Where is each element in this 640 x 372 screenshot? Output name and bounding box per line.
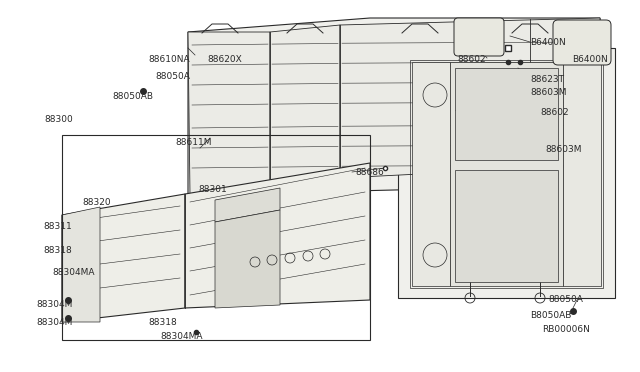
Text: 88603M: 88603M [545,145,582,154]
Text: 88603M: 88603M [530,88,566,97]
Text: 88602: 88602 [540,108,568,117]
Text: 88050A: 88050A [548,295,583,304]
Text: 88311: 88311 [43,222,72,231]
Polygon shape [450,62,563,286]
Text: 88050A: 88050A [155,72,190,81]
Polygon shape [563,62,601,286]
Text: 88318: 88318 [148,318,177,327]
Polygon shape [215,210,280,308]
Text: 88623T: 88623T [530,75,564,84]
Text: 88300: 88300 [44,115,73,124]
Polygon shape [340,18,600,178]
Bar [62,135,370,340]
Text: 88304M: 88304M [36,318,72,327]
Polygon shape [185,163,370,308]
Polygon shape [62,207,100,322]
Polygon shape [215,188,280,222]
Text: 88304MA: 88304MA [52,268,95,277]
FancyBboxPatch shape [553,20,611,65]
Text: 88050AB: 88050AB [112,92,153,101]
Text: 88304M: 88304M [36,300,72,309]
Text: RB00006N: RB00006N [542,325,590,334]
Text: 88686: 88686 [355,168,384,177]
Text: 88320: 88320 [82,198,111,207]
Text: B6400N: B6400N [530,38,566,47]
Text: 88301: 88301 [198,185,227,194]
Polygon shape [398,48,615,298]
FancyBboxPatch shape [454,18,504,56]
Polygon shape [455,68,558,160]
Text: 88610NA: 88610NA [148,55,189,64]
Text: B6400N: B6400N [572,55,608,64]
Polygon shape [270,25,340,185]
Text: B8050AB: B8050AB [530,311,572,320]
Text: 88318: 88318 [43,246,72,255]
Text: 88611M: 88611M [175,138,211,147]
Polygon shape [62,194,185,322]
Text: 88602: 88602 [457,55,486,64]
Polygon shape [188,18,600,195]
Text: 88620X: 88620X [207,55,242,64]
Polygon shape [188,32,270,195]
Text: 88304MA: 88304MA [160,332,202,341]
Polygon shape [455,170,558,282]
Polygon shape [412,62,450,286]
